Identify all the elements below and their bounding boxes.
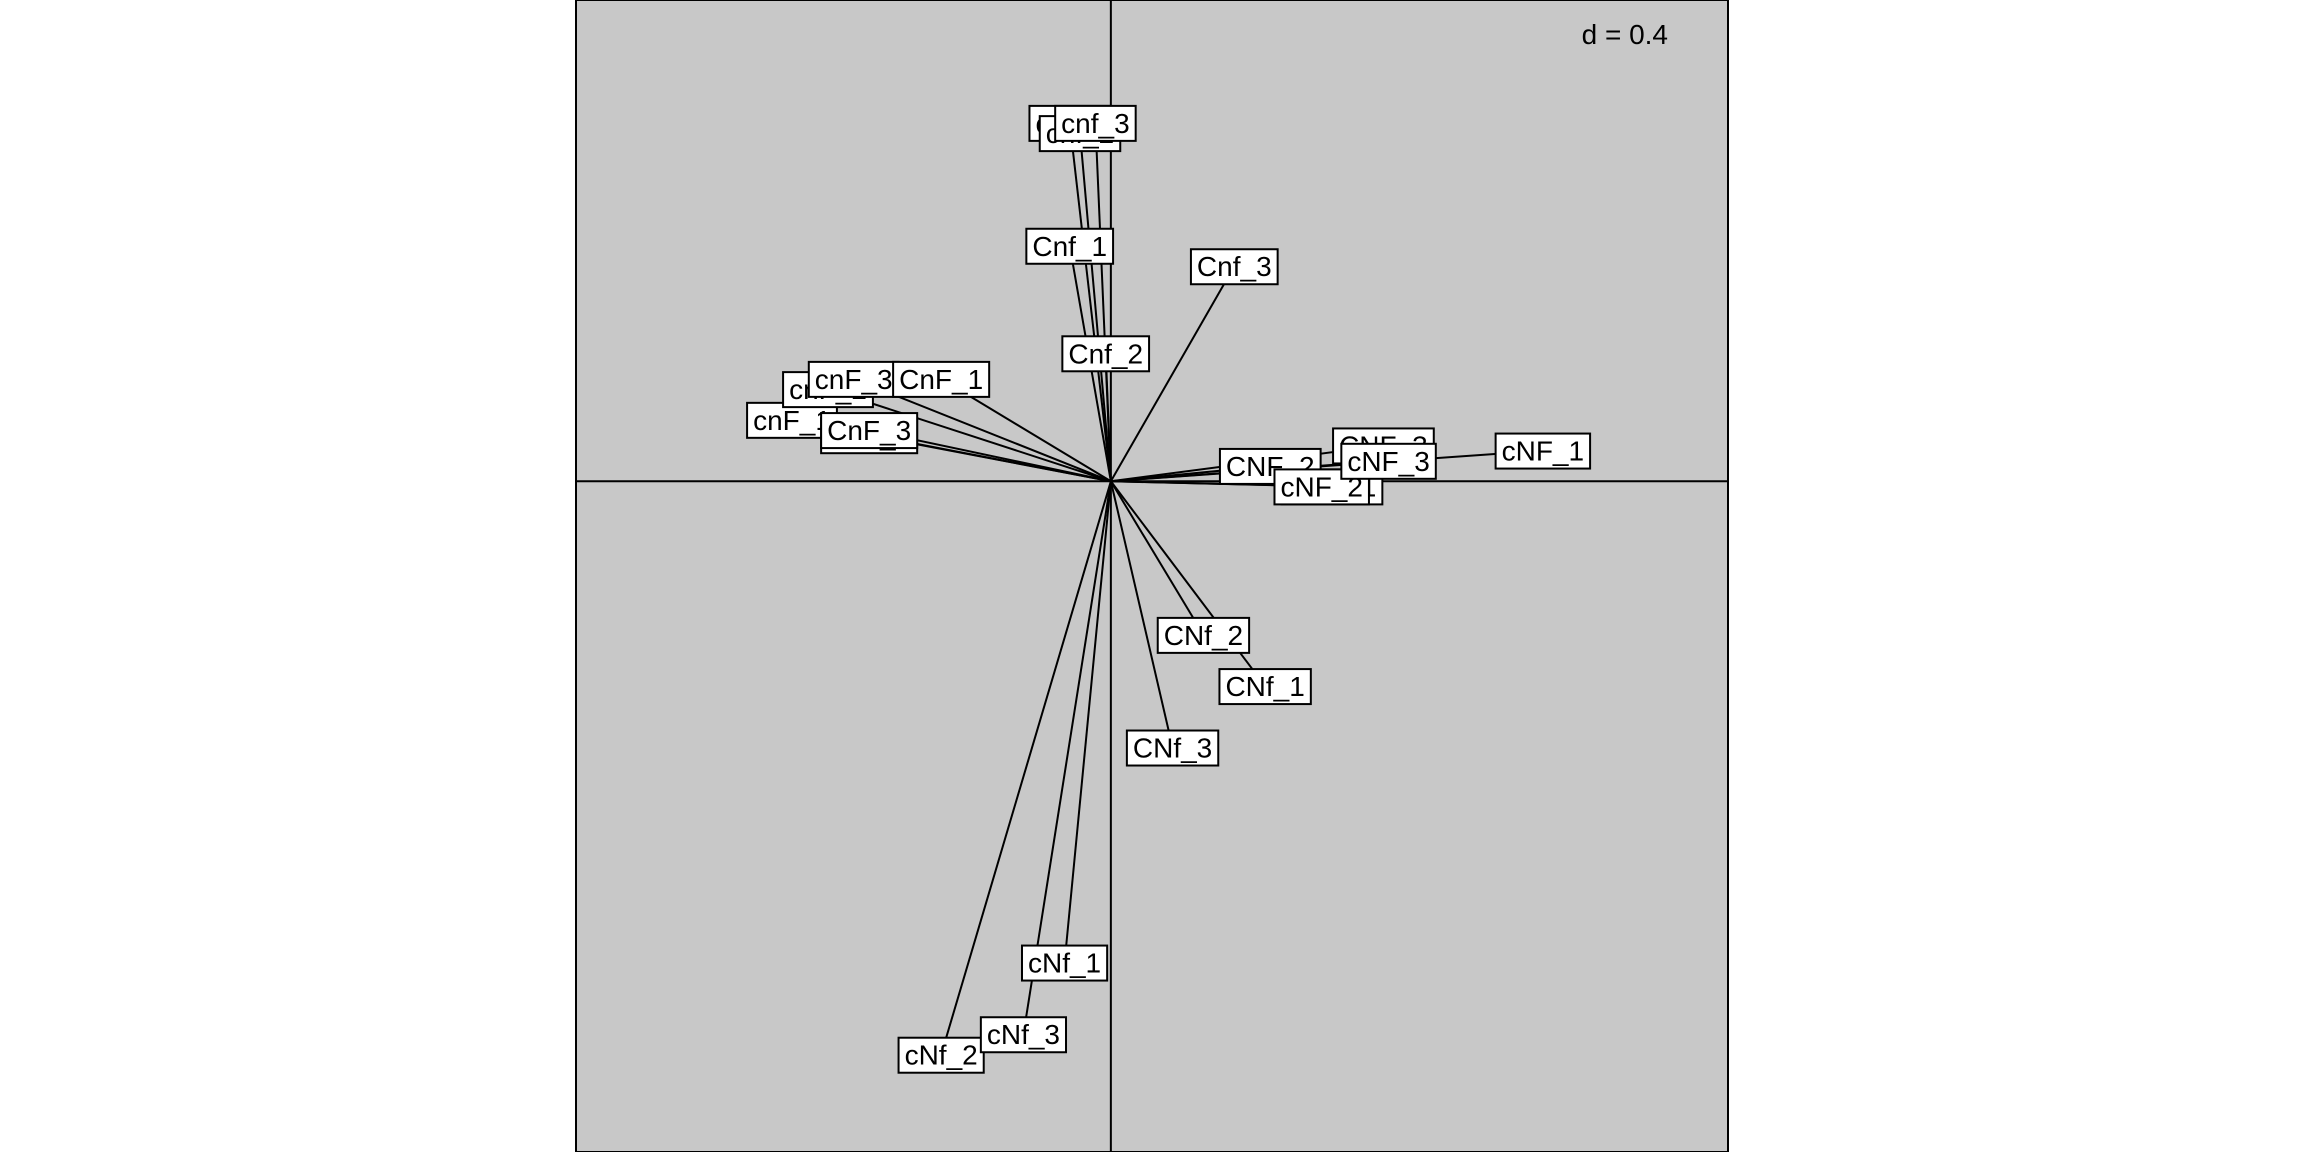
label-text: CNf_3 [1133,733,1212,764]
label-box [1494,432,1592,470]
label-text: CnF_3 [827,415,911,446]
label-box [1189,248,1279,286]
label-text: cNF_3 [1347,446,1429,477]
arrow-cnf-2 [1079,133,1112,482]
label-layer: cnf_1cnf_2cnf_3Cnf_1Cnf_2Cnf_3cnF_1cnF_2… [746,104,1592,1074]
label-text: cNf_3 [987,1019,1060,1050]
arrow-cnf-1 [1068,122,1112,482]
label-cnf-1: CnF_1 [892,360,991,398]
arrow-cnf-3 [1109,481,1174,748]
arrow-cnf-2 [1110,480,1205,636]
label-box [892,360,991,398]
label-cnf-3: cnf_3 [1054,104,1137,142]
label-cnf-1: CNf_1 [1218,668,1312,706]
label-text: Cnf_1 [1032,231,1107,262]
label-text: cnF_1 [753,405,831,436]
label-box [1020,944,1109,982]
label-box [1340,442,1437,480]
arrow-cnf-1 [1063,481,1112,963]
label-box [1156,616,1251,654]
arrow-cnf-2 [827,388,1112,483]
plot-panel [575,0,1729,1152]
label-text: Cnf_2 [1068,338,1143,369]
label-cnf-1: cnF_1 [746,401,838,439]
label-text: cNf_2 [905,1040,978,1071]
arrow-cnf-3 [1109,265,1236,482]
label-cnf-2: cNf_2 [897,1036,985,1074]
label-box [979,1016,1068,1054]
label-cnf-3: cnF_3 [807,360,900,398]
label-text: CnF_1 [899,364,983,395]
label-text: cnF_3 [815,364,893,395]
label-cnf-1: Cnf_1 [1025,227,1115,265]
label-text: Cnf_3 [1197,251,1272,282]
label-cnf-3: CNf_3 [1125,729,1220,767]
label-box [897,1036,985,1074]
label-cnf-3: cNf_3 [979,1016,1068,1054]
label-box [820,412,919,450]
label-cnf-1: cNF_1 [1494,432,1592,470]
arrow-cnf-3 [1022,481,1112,1035]
label-cnf-3: cNF_3 [1340,442,1437,480]
label-text: CNf_2 [1164,620,1243,651]
label-cnf-3: Cnf_3 [1189,248,1279,286]
label-cnf-3: CnF_3 [820,412,919,450]
label-cnf-2: cNF_2 [1273,468,1370,506]
arrow-cnf-2 [1104,353,1112,482]
label-box [1061,335,1151,373]
label-text: CNf_1 [1225,671,1304,702]
label-text: cNF_1 [1502,436,1584,467]
label-cnf-2: Cnf_2 [1061,335,1151,373]
label-cnf-1: cNf_1 [1020,944,1109,982]
scale-label: d = 0.4 [1582,19,1668,50]
label-box [1218,668,1312,706]
label-box [1025,227,1115,265]
label-box [1125,729,1220,767]
label-text: cNf_1 [1028,948,1101,979]
label-box [1054,104,1137,142]
label-text: cnf_3 [1061,108,1130,139]
label-cnf-2: CNf_2 [1156,616,1251,654]
arrow-cnf-2 [940,480,1112,1056]
